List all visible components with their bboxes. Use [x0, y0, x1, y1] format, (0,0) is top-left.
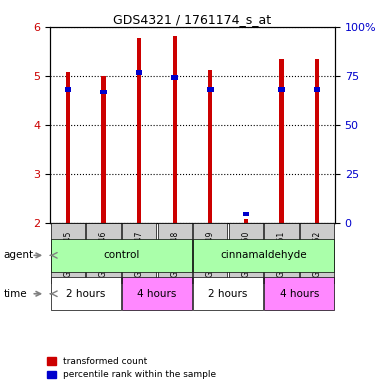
- Text: agent: agent: [4, 250, 34, 260]
- Bar: [51, 239, 192, 272]
- Text: GSM999249: GSM999249: [206, 230, 215, 276]
- Text: cinnamaldehyde: cinnamaldehyde: [220, 250, 307, 260]
- Bar: [101, 76, 105, 223]
- Bar: [136, 70, 142, 74]
- Bar: [86, 223, 121, 284]
- Title: GDS4321 / 1761174_s_at: GDS4321 / 1761174_s_at: [114, 13, 271, 26]
- Bar: [51, 277, 121, 310]
- Bar: [51, 223, 85, 284]
- Bar: [122, 223, 156, 284]
- Text: control: control: [103, 250, 139, 260]
- Bar: [208, 70, 213, 223]
- Bar: [300, 223, 334, 284]
- Text: GSM999248: GSM999248: [170, 230, 179, 276]
- Bar: [193, 277, 263, 310]
- Bar: [193, 223, 228, 284]
- Text: GSM999250: GSM999250: [241, 230, 250, 276]
- Bar: [278, 87, 285, 92]
- Text: GSM999251: GSM999251: [277, 230, 286, 276]
- Bar: [137, 38, 141, 223]
- Text: time: time: [4, 289, 27, 299]
- Bar: [280, 59, 284, 223]
- Bar: [314, 87, 320, 92]
- Text: 4 hours: 4 hours: [280, 289, 319, 299]
- Text: GSM999247: GSM999247: [135, 230, 144, 276]
- Bar: [100, 90, 107, 94]
- Bar: [193, 239, 334, 272]
- Bar: [315, 59, 319, 223]
- Legend: transformed count, percentile rank within the sample: transformed count, percentile rank withi…: [47, 357, 216, 379]
- Bar: [243, 212, 249, 216]
- Text: 2 hours: 2 hours: [208, 289, 248, 299]
- Bar: [264, 223, 299, 284]
- Bar: [207, 87, 214, 92]
- Bar: [66, 73, 70, 223]
- Bar: [157, 223, 192, 284]
- Bar: [244, 219, 248, 223]
- Bar: [171, 75, 178, 79]
- Text: GSM999246: GSM999246: [99, 230, 108, 276]
- Bar: [229, 223, 263, 284]
- Text: 2 hours: 2 hours: [66, 289, 105, 299]
- Bar: [122, 277, 192, 310]
- Text: 4 hours: 4 hours: [137, 289, 177, 299]
- Text: GSM999252: GSM999252: [313, 230, 321, 276]
- Text: GSM999245: GSM999245: [64, 230, 72, 276]
- Bar: [172, 36, 177, 223]
- Bar: [264, 277, 334, 310]
- Bar: [65, 87, 71, 92]
